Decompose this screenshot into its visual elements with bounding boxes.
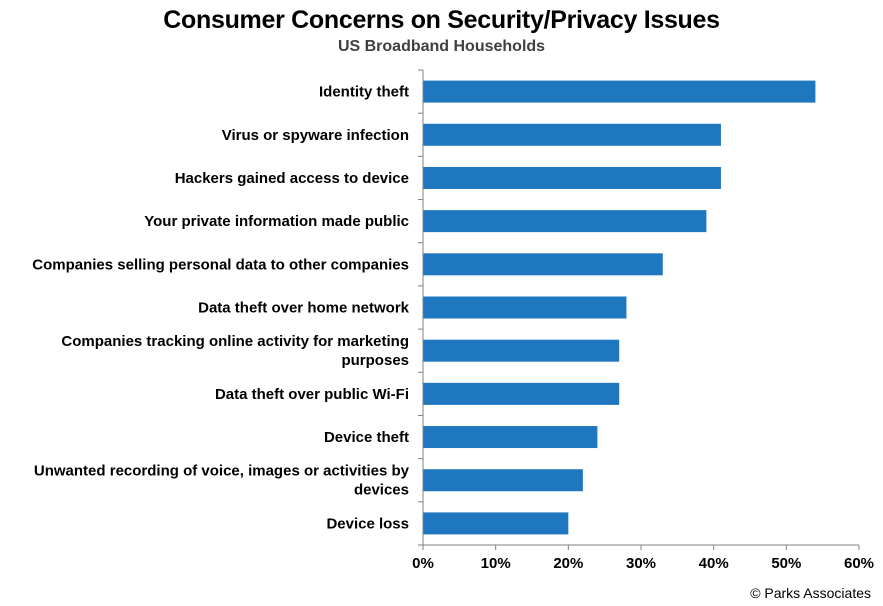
bar-7	[423, 339, 620, 362]
source-credit: © Parks Associates	[750, 585, 871, 601]
category-label: Device theft	[324, 429, 409, 446]
category-label: Hackers gained access to device	[175, 170, 409, 187]
category-labels: Identity theft Virus or spyware infection…	[32, 84, 409, 533]
x-tick-label: 0%	[412, 555, 434, 572]
category-label: Companies selling personal data to other…	[32, 256, 409, 273]
bar-10	[423, 469, 583, 492]
chart-title: Consumer Concerns on Security/Privacy Is…	[163, 6, 720, 34]
x-tick-label: 60%	[844, 555, 874, 572]
axes-group	[418, 69, 860, 550]
category-label: Companies tracking online activity for m…	[61, 333, 409, 369]
bar-6	[423, 296, 627, 319]
bar-3	[423, 166, 721, 189]
category-label: Data theft over public Wi-Fi	[215, 386, 409, 403]
category-label: Identity theft	[319, 84, 409, 101]
x-tick-label: 50%	[771, 555, 801, 572]
category-label: Virus or spyware infection	[222, 127, 409, 144]
x-tick-label: 30%	[626, 555, 656, 572]
x-tick-label: 10%	[481, 555, 511, 572]
bar-8	[423, 382, 620, 405]
category-label: Device loss	[326, 515, 409, 532]
bar-1	[423, 80, 816, 103]
category-label: Unwanted recording of voice, images or a…	[34, 463, 410, 499]
bar-4	[423, 210, 707, 233]
x-tick-label: 20%	[553, 555, 583, 572]
bar-9	[423, 426, 598, 449]
x-tick-label: 40%	[699, 555, 729, 572]
bar-2	[423, 123, 721, 146]
bars-group	[423, 80, 816, 535]
bar-11	[423, 512, 569, 535]
category-label: Your private information made public	[144, 213, 409, 230]
chart-subtitle: US Broadband Households	[337, 38, 546, 55]
bar-5	[423, 253, 663, 276]
category-label: Data theft over home network	[198, 300, 410, 317]
x-tick-labels: 0% 10% 20% 30% 40% 50% 60%	[412, 555, 874, 572]
